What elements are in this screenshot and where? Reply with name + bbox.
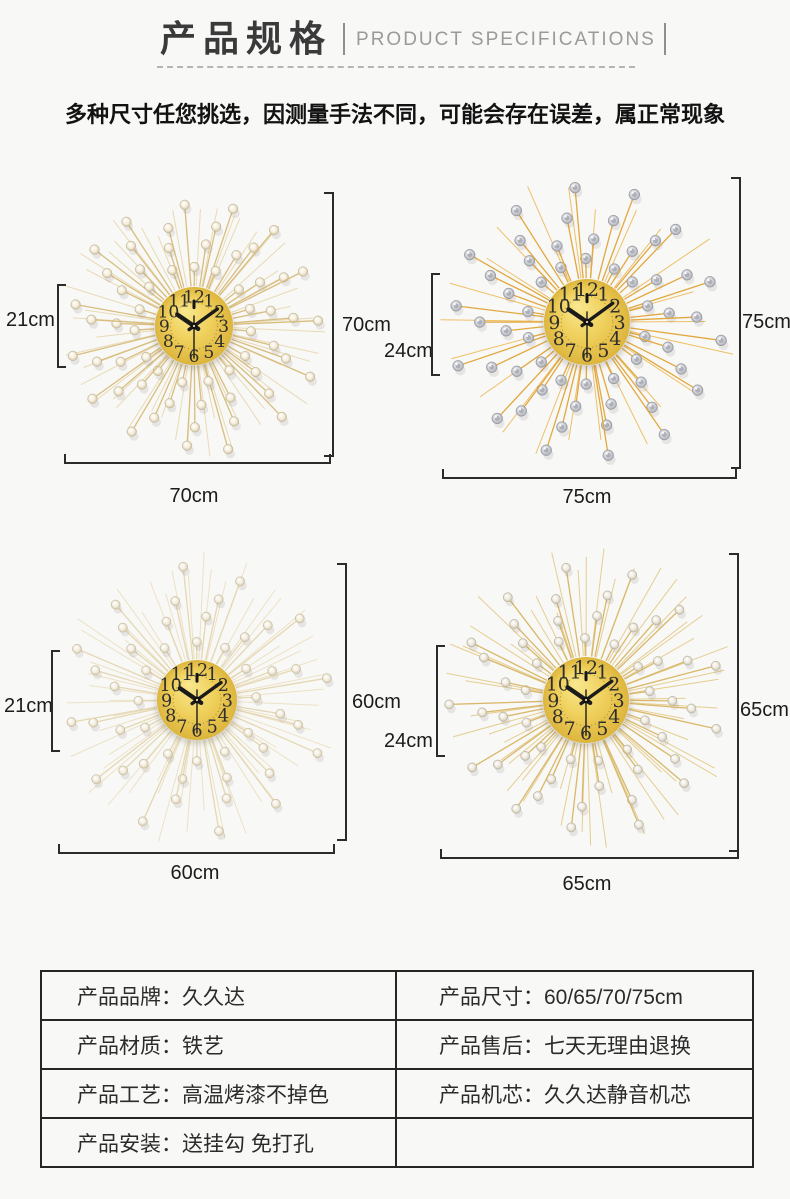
- svg-text:11: 11: [558, 662, 582, 684]
- dim-label-face-70: 21cm: [6, 309, 55, 331]
- svg-text:2: 2: [218, 676, 229, 696]
- bracket-height-70: [324, 192, 334, 457]
- page-title-english: PRODUCT SPECIFICATIONS: [356, 28, 656, 50]
- svg-text:9: 9: [547, 690, 559, 712]
- dashed-separator: [157, 66, 635, 68]
- svg-text:12: 12: [186, 661, 208, 681]
- spec-craft: 产品工艺：高温烤漆不掉色: [42, 1070, 397, 1117]
- svg-text:8: 8: [552, 706, 564, 728]
- dim-label-width-60: 60cm: [170, 862, 220, 884]
- dim-label-width-75: 75cm: [562, 486, 612, 508]
- bracket-height-60: [337, 563, 347, 841]
- svg-text:4: 4: [218, 707, 229, 727]
- spec-table: 产品品牌：久久达 产品尺寸：60/65/70/75cm 产品材质：铁艺 产品售后…: [40, 970, 754, 1168]
- table-row: 产品品牌：久久达 产品尺寸：60/65/70/75cm: [42, 972, 752, 1019]
- dim-label-height-60: 60cm: [352, 691, 401, 713]
- bracket-face-65: [436, 645, 445, 757]
- svg-text:12: 12: [183, 288, 205, 308]
- bracket-width-75: [442, 469, 737, 479]
- svg-text:5: 5: [207, 718, 218, 738]
- bracket-width-70: [64, 454, 331, 464]
- title-divider-bar: [663, 23, 666, 55]
- dim-label-face-75: 24cm: [384, 340, 433, 362]
- bracket-width-65: [440, 849, 739, 859]
- svg-text:1: 1: [596, 662, 608, 684]
- svg-text:8: 8: [553, 328, 565, 350]
- page-header: 产品规格 PRODUCT SPECIFICATIONS: [160, 16, 677, 62]
- svg-text:2: 2: [214, 302, 225, 322]
- svg-text:2: 2: [609, 295, 621, 317]
- svg-text:2: 2: [608, 673, 620, 695]
- dim-label-height-65: 65cm: [740, 699, 789, 721]
- svg-text:11: 11: [168, 292, 190, 312]
- svg-text:3: 3: [218, 317, 229, 337]
- svg-text:1: 1: [207, 665, 218, 685]
- bracket-height-65: [729, 553, 739, 852]
- spec-install: 产品安装：送挂勾 免打孔: [42, 1119, 397, 1166]
- svg-text:9: 9: [548, 312, 560, 334]
- svg-text:7: 7: [565, 340, 577, 362]
- table-row: 产品安装：送挂勾 免打孔: [42, 1117, 752, 1166]
- spec-material: 产品材质：铁艺: [42, 1021, 397, 1068]
- svg-text:3: 3: [222, 691, 233, 711]
- svg-text:11: 11: [171, 665, 193, 685]
- svg-text:5: 5: [596, 718, 608, 740]
- dim-label-width-65: 65cm: [562, 873, 612, 895]
- svg-text:11: 11: [559, 284, 583, 306]
- svg-text:4: 4: [608, 706, 620, 728]
- svg-text:5: 5: [597, 340, 609, 362]
- svg-text:8: 8: [163, 332, 174, 352]
- size-note-text: 多种尺寸任您挑选，因测量手法不同，可能会存在误差，属正常现象: [64, 102, 725, 127]
- svg-text:7: 7: [564, 718, 576, 740]
- dim-label-face-60: 21cm: [4, 695, 53, 717]
- spec-empty-cell: [397, 1119, 752, 1166]
- svg-text:9: 9: [161, 691, 172, 711]
- svg-text:4: 4: [609, 328, 621, 350]
- table-row: 产品工艺：高温烤漆不掉色 产品机芯：久久达静音机芯: [42, 1068, 752, 1117]
- bracket-face-70: [57, 284, 66, 368]
- svg-text:1: 1: [597, 284, 609, 306]
- svg-text:1: 1: [203, 292, 214, 312]
- spec-movement: 产品机芯：久久达静音机芯: [439, 1083, 691, 1107]
- page-title: 产品规格: [160, 18, 333, 59]
- bracket-face-60: [51, 650, 60, 752]
- svg-text:12: 12: [574, 657, 598, 679]
- svg-text:10: 10: [157, 302, 179, 322]
- svg-text:8: 8: [165, 707, 176, 727]
- table-row: 产品材质：铁艺 产品售后：七天无理由退换: [42, 1019, 752, 1068]
- svg-text:7: 7: [174, 343, 185, 363]
- dim-label-face-65: 24cm: [384, 730, 433, 752]
- svg-text:3: 3: [613, 690, 625, 712]
- bracket-height-75: [731, 177, 741, 469]
- spec-size: 产品尺寸：60/65/70/75cm: [439, 985, 683, 1009]
- svg-text:4: 4: [214, 332, 225, 352]
- dim-label-height-70: 70cm: [342, 314, 391, 336]
- svg-text:7: 7: [176, 718, 187, 738]
- svg-text:10: 10: [159, 676, 181, 696]
- svg-text:9: 9: [159, 317, 170, 337]
- svg-text:3: 3: [614, 312, 626, 334]
- dim-label-height-75: 75cm: [742, 311, 790, 333]
- svg-text:12: 12: [575, 279, 599, 301]
- bracket-width-60: [58, 844, 335, 854]
- svg-text:10: 10: [547, 295, 571, 317]
- bracket-face-75: [431, 273, 440, 376]
- svg-text:5: 5: [203, 343, 214, 363]
- spec-aftersale: 产品售后：七天无理由退换: [439, 1034, 691, 1058]
- title-divider-bar: [343, 23, 346, 55]
- svg-text:10: 10: [546, 673, 570, 695]
- spec-brand: 产品品牌：久久达: [42, 972, 397, 1019]
- dim-label-width-70: 70cm: [169, 485, 219, 507]
